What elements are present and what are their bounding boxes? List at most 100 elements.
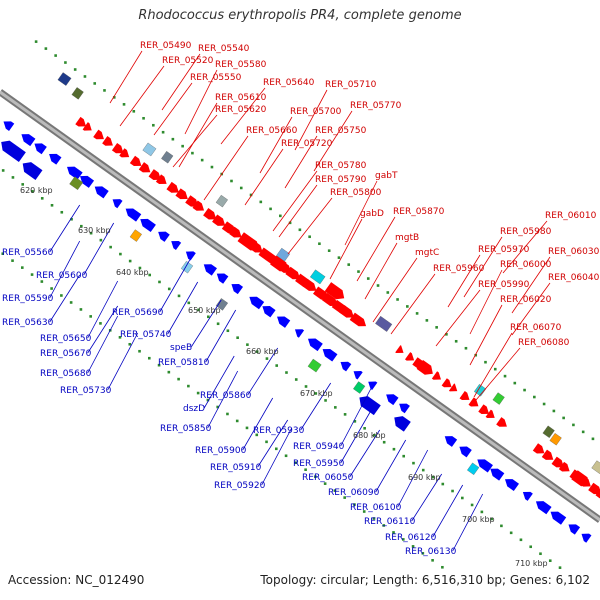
reverse-gene-label: RER_05910 bbox=[210, 463, 262, 473]
tick-dot bbox=[40, 197, 44, 200]
tick-dot bbox=[392, 531, 395, 534]
reverse-gene-label: RER_05940 bbox=[293, 442, 345, 452]
tick-dot bbox=[30, 273, 34, 276]
tick-dot bbox=[187, 384, 190, 388]
reverse-gene-label: RER_05900 bbox=[195, 446, 247, 456]
tick-dot bbox=[177, 294, 181, 298]
tick-dot bbox=[142, 116, 145, 120]
reverse-gene-label: RER_05650 bbox=[40, 334, 92, 344]
tick-dot bbox=[474, 353, 478, 357]
feature-block bbox=[492, 392, 505, 405]
reverse-cds-arrow bbox=[22, 162, 43, 180]
tick-dot bbox=[382, 524, 386, 527]
forward-cds-arrow bbox=[138, 162, 151, 173]
tick-dot bbox=[558, 566, 562, 569]
reverse-gene-label: RER_06120 bbox=[385, 533, 437, 543]
tick-dot bbox=[285, 371, 288, 374]
forward-gene-label: gabD bbox=[360, 209, 384, 219]
reverse-cds-arrow bbox=[353, 371, 363, 380]
tick-dot bbox=[54, 54, 57, 57]
leader-line bbox=[502, 220, 548, 274]
leader-line bbox=[153, 82, 193, 136]
tick-dot bbox=[274, 447, 278, 451]
forward-cds-arrow bbox=[448, 383, 458, 392]
tick-dot bbox=[69, 301, 73, 304]
feature-block bbox=[69, 176, 84, 190]
leader-line bbox=[469, 269, 503, 335]
tick-dot bbox=[11, 176, 15, 179]
tick-dot bbox=[103, 89, 106, 92]
kbp-tick-label: 630 kbp bbox=[78, 226, 111, 235]
tick-dot bbox=[197, 308, 200, 312]
tick-dot bbox=[435, 326, 438, 329]
tick-dot bbox=[210, 165, 214, 169]
tick-dot bbox=[402, 454, 406, 458]
forward-gene-label: RER_06020 bbox=[500, 295, 552, 305]
tick-dot bbox=[542, 402, 546, 406]
tick-dot bbox=[353, 420, 357, 423]
feature-block bbox=[71, 87, 84, 100]
tick-dot bbox=[425, 319, 429, 322]
reverse-cds-arrow bbox=[307, 338, 323, 352]
tick-dot bbox=[314, 475, 317, 478]
tick-dot bbox=[294, 378, 298, 381]
tick-dot bbox=[11, 259, 14, 262]
forward-gene-label: RER_05490 bbox=[140, 41, 192, 51]
tick-dot bbox=[327, 249, 331, 252]
forward-gene-label: RER_05520 bbox=[162, 56, 214, 66]
leader-line bbox=[340, 388, 372, 447]
tick-dot bbox=[138, 266, 142, 270]
tick-dot bbox=[484, 360, 487, 364]
tick-dot bbox=[132, 110, 136, 113]
tick-dot bbox=[298, 228, 302, 232]
forward-cds-arrow bbox=[468, 397, 479, 407]
tick-dot bbox=[177, 377, 180, 381]
tick-dot bbox=[60, 294, 63, 297]
forward-gene-label: RER_05800 bbox=[330, 188, 382, 198]
map-title: Rhodococcus erythropolis PR4, complete g… bbox=[138, 8, 462, 23]
forward-gene-label: RER_05710 bbox=[325, 80, 377, 90]
reverse-gene-label: RER_05950 bbox=[293, 459, 345, 469]
leader-line bbox=[49, 204, 81, 253]
leader-line bbox=[432, 484, 464, 538]
leader-line bbox=[375, 439, 407, 493]
tick-dot bbox=[519, 538, 523, 542]
tick-dot bbox=[347, 263, 351, 266]
forward-gene-label: RER_05970 bbox=[478, 245, 530, 255]
leader-line bbox=[463, 236, 503, 298]
leader-line bbox=[397, 449, 429, 508]
tick-dot bbox=[181, 144, 184, 148]
tick-dot bbox=[1, 252, 5, 255]
leader-line bbox=[161, 53, 201, 111]
reverse-cds-arrow bbox=[277, 316, 291, 328]
tick-dot-rings bbox=[1, 40, 595, 569]
tick-dot bbox=[230, 179, 233, 183]
forward-gene-label: RER_05770 bbox=[350, 101, 402, 111]
forward-cds-arrow bbox=[93, 129, 104, 140]
tick-dot bbox=[539, 552, 542, 556]
forward-gene-label: RER_06010 bbox=[545, 211, 597, 221]
tick-dot bbox=[171, 137, 175, 141]
tick-dot bbox=[246, 343, 249, 346]
tick-dot bbox=[99, 238, 103, 242]
tick-dot bbox=[304, 468, 307, 472]
forward-gene-label: RER_05790 bbox=[315, 175, 367, 185]
feature-block bbox=[309, 269, 326, 285]
leader-line bbox=[475, 347, 521, 401]
tick-dot bbox=[406, 305, 409, 308]
tick-dot bbox=[1, 169, 5, 172]
tick-dot bbox=[44, 47, 48, 50]
feature-block bbox=[161, 151, 174, 164]
tick-dot bbox=[461, 496, 464, 500]
reverse-cds-arrow bbox=[216, 273, 229, 284]
reverse-cds-arrow bbox=[49, 153, 62, 165]
kbp-tick-label: 670 kbp bbox=[300, 389, 333, 398]
tick-dot bbox=[138, 349, 141, 353]
tick-dot bbox=[226, 329, 230, 333]
forward-gene-label: RER_05610 bbox=[215, 93, 267, 103]
forward-gene-label: RER_05980 bbox=[500, 227, 552, 237]
feature-labels: RER_05490 RER_05540 RER_05520 RER_05580 RER_… bbox=[2, 41, 600, 557]
forward-gene-label: RER_05540 bbox=[198, 44, 250, 54]
forward-gene-label: RER_05720 bbox=[281, 139, 333, 149]
feature-block bbox=[375, 315, 393, 332]
